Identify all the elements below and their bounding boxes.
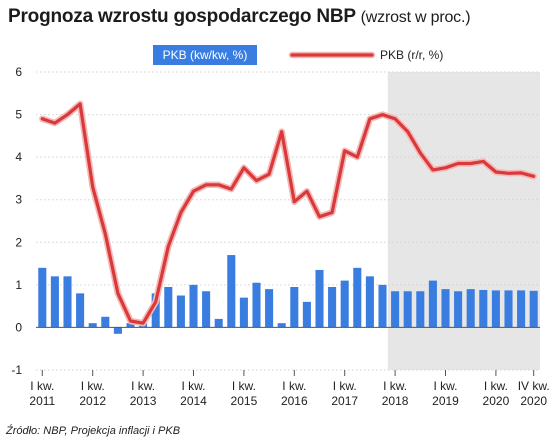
y-tick-label: 0	[15, 320, 22, 334]
x-tick-quarter: I kw.	[131, 379, 155, 393]
x-tick-quarter: I kw.	[30, 379, 54, 393]
bar	[491, 290, 500, 328]
y-tick-label: 3	[15, 193, 22, 207]
bar	[113, 327, 122, 334]
x-tick-year: 2020	[520, 394, 547, 408]
bar	[38, 267, 47, 328]
bar	[328, 286, 337, 328]
bar	[428, 280, 437, 328]
bar	[265, 289, 274, 328]
legend-swatch-bar	[153, 45, 257, 65]
source-note: Źródło: NBP, Projekcja inflacji i PKB	[6, 425, 181, 437]
bar	[176, 295, 185, 328]
x-tick-quarter: I kw.	[433, 379, 457, 393]
bar	[202, 291, 211, 328]
y-tick-label: 6	[15, 65, 22, 79]
bar	[126, 323, 135, 328]
bar	[239, 297, 248, 328]
x-tick-year: 2015	[231, 394, 258, 408]
bar	[164, 286, 173, 328]
bar	[340, 280, 349, 328]
y-tick-label: 2	[15, 235, 22, 249]
bar	[50, 276, 59, 328]
x-tick-quarter: I kw.	[484, 379, 508, 393]
x-tick-year: 2012	[79, 394, 106, 408]
x-tick-year: 2013	[130, 394, 157, 408]
x-tick-quarter: I kw.	[333, 379, 357, 393]
legend: PKB (kw/kw, %) PKB (r/r, %)	[153, 45, 443, 65]
x-tick-quarter: I kw.	[81, 379, 105, 393]
legend-label-bar: PKB (kw/kw, %)	[163, 48, 248, 62]
bar	[101, 316, 110, 328]
y-tick-label: 1	[15, 278, 22, 292]
bar	[76, 293, 85, 328]
bar	[214, 318, 223, 328]
x-tick-quarter: IV kw.	[518, 379, 550, 393]
x-tick-year: 2019	[432, 394, 459, 408]
bar-series	[38, 255, 538, 334]
bar	[315, 269, 324, 328]
projection-shade-layer	[387, 72, 540, 370]
gridlines	[36, 71, 540, 371]
bar	[365, 276, 374, 328]
x-tick-year: 2017	[331, 394, 358, 408]
x-tick-quarter: I kw.	[181, 379, 205, 393]
bar	[353, 267, 362, 328]
bar	[504, 290, 513, 328]
bar	[252, 282, 261, 328]
legend-label-line: PKB (r/r, %)	[380, 48, 443, 62]
bar	[88, 323, 97, 328]
series-line	[40, 102, 536, 325]
x-tick-year: 2011	[29, 394, 55, 408]
chart-title: Prognoza wzrostu gospodarczego NBP (wzro…	[8, 6, 471, 28]
bar	[454, 291, 463, 328]
bar	[151, 293, 160, 328]
x-tick-quarter: I kw.	[383, 379, 407, 393]
x-tick-quarter: I kw.	[282, 379, 306, 393]
bar	[466, 289, 475, 328]
bar	[378, 284, 387, 328]
bar	[529, 290, 538, 328]
bar	[290, 286, 299, 328]
x-tick-year: 2020	[483, 394, 510, 408]
line-series	[39, 100, 537, 327]
bar	[391, 291, 400, 328]
bar	[479, 289, 488, 328]
bar	[403, 291, 412, 328]
bar	[416, 291, 425, 328]
y-tick-label: 4	[15, 150, 22, 164]
projection-shade	[387, 72, 540, 370]
bar	[277, 323, 286, 328]
chart-subtitle: (wzrost w proc.)	[360, 9, 471, 26]
chart-title-main: Prognoza wzrostu gospodarczego NBP	[8, 6, 356, 27]
bar	[63, 276, 72, 328]
x-tick-quarter: I kw.	[232, 379, 256, 393]
bar	[302, 301, 311, 328]
bar	[227, 255, 236, 328]
bar	[189, 284, 198, 328]
y-tick-label: 5	[15, 108, 22, 122]
bar	[441, 289, 450, 328]
x-tick-year: 2018	[382, 394, 409, 408]
bar	[517, 290, 526, 328]
x-tick-year: 2016	[281, 394, 308, 408]
x-tick-year: 2014	[180, 394, 207, 408]
y-tick-label: -1	[11, 363, 22, 377]
